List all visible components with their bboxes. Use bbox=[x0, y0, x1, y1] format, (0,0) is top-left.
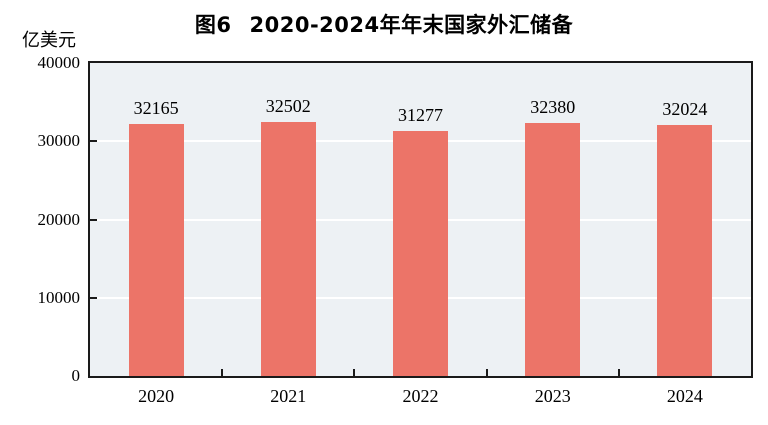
y-axis-tick-label: 30000 bbox=[37, 131, 81, 151]
bar-2020 bbox=[128, 124, 184, 376]
y-axis-tick-mark bbox=[90, 218, 97, 221]
x-axis-category-label: 2020 bbox=[138, 386, 175, 406]
x-axis-tick-mark bbox=[485, 369, 488, 376]
x-axis-category-label: 2022 bbox=[402, 386, 439, 406]
x-axis-category-label: 2024 bbox=[666, 386, 703, 406]
y-axis-tick-label: 40000 bbox=[37, 53, 81, 72]
bar-value-label: 32165 bbox=[133, 98, 179, 119]
bar-value-label: 32024 bbox=[662, 99, 708, 120]
bar-value-label: 32502 bbox=[265, 95, 311, 116]
y-axis-tick-label: 20000 bbox=[37, 209, 81, 229]
bar-value-label: 31277 bbox=[398, 105, 443, 126]
chart-title: 图6 2020-2024年年末国家外汇储备 bbox=[0, 9, 768, 39]
y-axis-tick-mark bbox=[90, 140, 97, 143]
plot-area: 32165 32502 31277 32380 32024 bbox=[88, 61, 753, 378]
bar-value-label: 32380 bbox=[530, 96, 576, 117]
y-axis-tick-label: 0 bbox=[71, 366, 81, 385]
bar-2023 bbox=[525, 122, 581, 376]
bar-2024 bbox=[657, 125, 713, 376]
x-axis-tick-mark bbox=[617, 369, 620, 376]
bar-2022 bbox=[393, 131, 448, 376]
y-axis-unit-label: 亿美元 bbox=[22, 30, 76, 50]
x-axis-category-label: 2021 bbox=[270, 386, 307, 406]
x-axis-tick-mark bbox=[221, 369, 224, 376]
y-axis-tick-label: 10000 bbox=[37, 287, 81, 307]
bar-2021 bbox=[260, 121, 316, 376]
chart-title-text: 2020-2024年年末国家外汇储备 bbox=[249, 13, 574, 37]
x-axis-tick-mark bbox=[353, 369, 356, 376]
y-axis-tick-mark bbox=[90, 296, 97, 299]
chart-title-prefix: 图6 bbox=[194, 13, 232, 37]
x-axis-category-label: 2023 bbox=[534, 386, 571, 406]
